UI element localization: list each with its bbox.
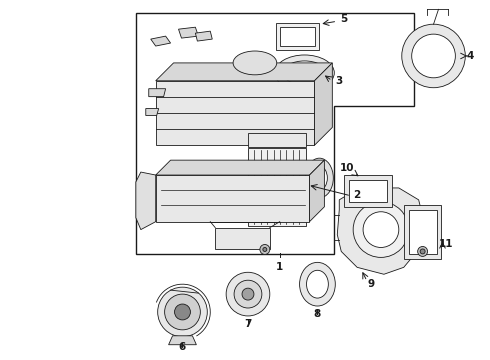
Text: 6: 6 — [179, 342, 186, 352]
Bar — [280, 27, 316, 46]
Polygon shape — [146, 109, 159, 116]
Circle shape — [363, 212, 399, 247]
Circle shape — [263, 247, 267, 251]
Ellipse shape — [299, 262, 335, 306]
Bar — [248, 133, 306, 147]
Bar — [404, 205, 441, 260]
Polygon shape — [169, 336, 196, 345]
Bar — [344, 175, 392, 207]
Polygon shape — [156, 175, 310, 222]
Polygon shape — [315, 63, 332, 145]
Polygon shape — [149, 89, 166, 96]
Circle shape — [417, 247, 428, 256]
Text: 7: 7 — [245, 319, 252, 329]
Text: 11: 11 — [439, 239, 454, 249]
Bar — [349, 180, 387, 202]
Circle shape — [420, 249, 425, 254]
Text: 10: 10 — [340, 163, 354, 173]
Ellipse shape — [275, 55, 334, 91]
Circle shape — [412, 34, 455, 78]
Ellipse shape — [233, 51, 277, 75]
Bar — [276, 23, 319, 50]
Circle shape — [402, 24, 465, 88]
Ellipse shape — [312, 166, 327, 190]
Polygon shape — [156, 63, 332, 81]
Polygon shape — [337, 188, 424, 274]
Text: 1: 1 — [276, 262, 283, 272]
Text: 2: 2 — [353, 190, 361, 200]
Text: 5: 5 — [341, 14, 348, 24]
Polygon shape — [156, 81, 315, 145]
Ellipse shape — [306, 158, 333, 198]
Text: 8: 8 — [314, 309, 321, 319]
Circle shape — [260, 244, 270, 255]
Ellipse shape — [283, 61, 326, 85]
Circle shape — [174, 304, 191, 320]
Circle shape — [165, 294, 200, 330]
Circle shape — [226, 272, 270, 316]
Circle shape — [158, 287, 207, 337]
Polygon shape — [136, 172, 156, 230]
Polygon shape — [156, 160, 324, 175]
Bar — [409, 210, 437, 255]
Text: 9: 9 — [368, 279, 374, 289]
Polygon shape — [178, 27, 198, 38]
Polygon shape — [196, 31, 212, 41]
Polygon shape — [136, 13, 414, 255]
Text: 3: 3 — [336, 76, 343, 86]
Bar — [248, 148, 306, 226]
Polygon shape — [151, 36, 171, 46]
Circle shape — [242, 288, 254, 300]
Text: 4: 4 — [466, 51, 474, 61]
Bar — [215, 228, 270, 249]
Ellipse shape — [307, 270, 328, 298]
Polygon shape — [310, 160, 324, 222]
Circle shape — [353, 202, 409, 257]
Circle shape — [234, 280, 262, 308]
